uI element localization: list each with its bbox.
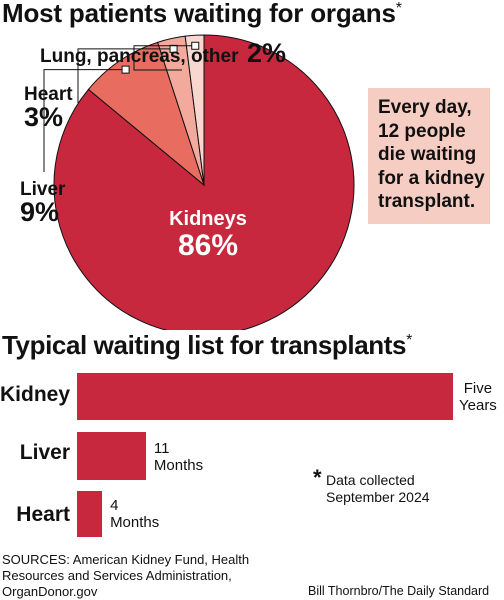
bar-value-kidney: Five Years [459,380,497,414]
pie-slice-lung [184,34,205,186]
leader-line-lung [133,45,196,71]
slice-percent-kidneys: 86% [177,229,239,262]
data-collected-note: Data collected September 2024 [326,472,430,505]
bar-category-kidney: Kidney [0,383,71,406]
leader-line-liver [43,69,126,172]
pie-slice-liver [87,41,206,187]
leader-marker [191,41,200,50]
callout-line: die waiting [378,144,477,165]
callout-line: 12 people [378,120,466,142]
leader-line-heart [77,48,174,103]
slice-name-liver: Liver [20,179,66,200]
bar-kidney [77,373,453,420]
bar-liver [77,432,146,480]
leader-marker [121,65,130,74]
bar-category-heart: Heart [16,503,70,526]
callout-line: for a kidney [378,167,485,189]
bar-category-liver: Liver [19,441,70,464]
pie-chart [43,34,355,330]
kidney-deaths-callout: Every day, 12 people die waiting for a k… [368,88,490,224]
slice-name-heart: Heart [24,84,73,105]
bar-value-heart: 4 Months [110,497,160,531]
sources-note: SOURCES: American Kidney Fund, Health Re… [2,552,250,599]
title-asterisk: * [395,0,402,17]
credit-line: Bill Thornbro/The Daily Standard [308,584,490,598]
slice-percent-heart: 3% [24,102,64,132]
pie-chart-title: Most patients waiting for organs* [2,0,402,28]
bar-value-liver: 11 Months [153,440,204,474]
slice-percent: 2% [246,38,286,68]
callout-line: Every day, [378,97,472,118]
callout-line: transplant. [378,191,476,212]
footnote-asterisk: * [313,465,322,490]
slice-label-kidneys: Kidneys 86% [143,208,273,261]
pie-slice-kidneys [53,34,355,330]
slice-percent-liver: 9% [20,197,60,227]
slice-name: Lung, pancreas, other [40,46,239,67]
slice-name-kidneys: Kidneys [169,208,247,230]
title-asterisk: * [406,332,412,349]
slice-label-lung: Lung, pancreas, other 2% [40,38,286,69]
bar-chart-title: Typical waiting list for transplants* [2,330,412,360]
bar-heart [77,491,103,537]
